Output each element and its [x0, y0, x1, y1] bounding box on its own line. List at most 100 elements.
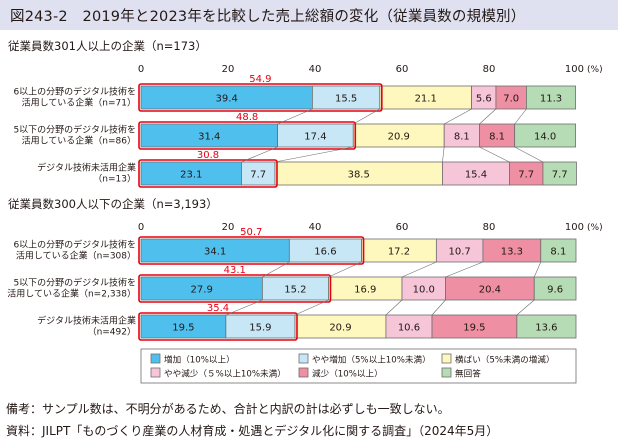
row-label-line2: 活用している企業（n=2,338） — [7, 288, 136, 300]
note-remark: 備考：サンプル数は、不明分があるため、合計と内訳の計は必ずしも一致しない。 — [6, 402, 450, 416]
panel-heading: 従業員数300人以下の企業（n=3,193） — [8, 197, 218, 211]
connector-line — [241, 146, 278, 163]
legend-label: 無回答 — [455, 368, 481, 380]
figure-title: 図243-2 2019年と2023年を比較した売上総額の変化（従業員数の規模別） — [10, 8, 526, 25]
bar-value-label: 27.9 — [191, 284, 213, 295]
increase-total-label: 50.7 — [240, 227, 262, 238]
bar-value-label: 19.5 — [172, 322, 194, 333]
bar-value-label: 38.5 — [348, 169, 370, 180]
bar-value-label: 13.3 — [501, 246, 523, 257]
x-tick-label: 20 — [222, 222, 235, 233]
connector-line — [442, 146, 445, 163]
bar-value-label: 7.7 — [552, 169, 568, 180]
increase-total-label: 48.8 — [236, 112, 258, 123]
bar-value-label: 7.7 — [250, 169, 266, 180]
connector-line — [431, 299, 446, 316]
x-tick-label: 80 — [483, 222, 496, 233]
connector-line — [401, 261, 437, 278]
figure-title-bar: 図243-2 2019年と2023年を比較した売上総額の変化（従業員数の規模別） — [0, 0, 618, 30]
connector-line — [479, 146, 510, 163]
row-label-line1: 5以下の分野のデジタル技術を — [13, 277, 136, 289]
bar-value-label: 9.6 — [547, 284, 563, 295]
bar-value-label: 10.0 — [413, 284, 435, 295]
bar-value-label: 14.0 — [534, 131, 556, 142]
increase-total-label: 35.4 — [207, 303, 229, 314]
bar-value-label: 8.1 — [454, 131, 470, 142]
connector-line — [328, 261, 362, 278]
connector-line — [277, 108, 313, 125]
bar-value-label: 20.9 — [329, 322, 351, 333]
bar-value-label: 20.9 — [388, 131, 410, 142]
increase-highlight-box — [138, 274, 332, 303]
row-label-line2: 活用している企業（n=71） — [22, 97, 136, 109]
x-tick-label: 0 — [138, 222, 144, 233]
legend-swatch — [298, 367, 309, 378]
bar-value-label: 15.9 — [249, 322, 271, 333]
bar-segment — [514, 123, 576, 148]
bar-value-label: 13.6 — [535, 322, 557, 333]
legend-swatch — [441, 353, 452, 364]
bar-value-label: 8.1 — [489, 131, 505, 142]
connector-line — [479, 108, 497, 125]
increase-highlight-box — [138, 159, 278, 188]
bar-value-label: 5.6 — [476, 93, 492, 104]
bar-value-label: 10.7 — [449, 246, 471, 257]
panel-heading: 従業員数301人以上の企業（n=173） — [8, 39, 207, 53]
bar-segment — [542, 161, 577, 186]
legend-box — [140, 348, 577, 384]
row-label-line2: （n=492） — [88, 327, 136, 338]
bar-value-label: 10.6 — [398, 322, 420, 333]
x-unit-label: (%) — [587, 223, 603, 233]
increase-total-label: 43.1 — [224, 265, 246, 276]
connector-line — [385, 299, 403, 316]
row-label-line1: 5以下の分野のデジタル技術を — [13, 124, 136, 136]
increase-total-label: 54.9 — [249, 74, 271, 85]
bar-value-label: 34.1 — [204, 246, 226, 257]
bar-segment — [540, 238, 577, 263]
bar-value-label: 17.2 — [388, 246, 410, 257]
row-label-line1: 6以上の分野のデジタル技術を — [13, 239, 136, 251]
bar-value-label: 39.4 — [216, 93, 238, 104]
bar-value-label: 15.2 — [284, 284, 306, 295]
bar-value-label: 21.1 — [415, 93, 437, 104]
bar-value-label: 19.5 — [463, 322, 485, 333]
x-tick-label: 60 — [396, 222, 409, 233]
connector-line — [294, 299, 329, 316]
row-label-line1: デジタル技術未活用企業 — [37, 162, 136, 174]
bar-segment — [526, 85, 576, 110]
bar-value-label: 15.4 — [465, 169, 487, 180]
x-tick-label: 40 — [309, 64, 322, 75]
bar-value-label: 7.0 — [503, 93, 519, 104]
bar-value-label: 11.3 — [540, 93, 562, 104]
x-tick-label: 100 — [565, 64, 584, 75]
increase-highlight-box — [138, 121, 357, 150]
legend-swatch — [150, 353, 161, 364]
x-tick-label: 0 — [138, 64, 144, 75]
legend-label: やや減少（５%以上10%未満） — [164, 368, 286, 380]
row-label-line2: 活用している企業（n=86） — [22, 135, 136, 147]
legend-label: やや増加（5%以上10%未満） — [312, 354, 431, 366]
legend-label: 減少（10%以上） — [312, 368, 383, 380]
connector-line — [225, 299, 263, 316]
bar-value-label: 20.4 — [479, 284, 501, 295]
connector-line — [516, 299, 535, 316]
increase-highlight-box — [138, 236, 365, 265]
bar-value-label: 15.5 — [335, 93, 357, 104]
legend-swatch — [150, 367, 161, 378]
bar-value-label: 16.9 — [354, 284, 376, 295]
x-tick-label: 40 — [309, 222, 322, 233]
connector-line — [445, 261, 484, 278]
stacked-bar-chart: 従業員数301人以上の企業（n=173）0 20 40 60 80 100 (%)6以上の分… — [7, 39, 603, 384]
bar-value-label: 16.6 — [314, 246, 336, 257]
row-label-line1: 6以上の分野のデジタル技術を — [13, 86, 136, 98]
legend-swatch — [441, 367, 452, 378]
connector-line — [444, 108, 472, 125]
bar-segment — [533, 276, 577, 301]
bar-value-label: 31.4 — [198, 131, 220, 142]
note-source: 資料：JILPT「ものづくり産業の人材育成・処遇とデジタル化に関する調査」（20… — [6, 424, 499, 438]
x-unit-label: (%) — [587, 65, 603, 75]
bar-value-label: 17.4 — [304, 131, 326, 142]
connector-line — [514, 108, 527, 125]
connector-line — [353, 108, 380, 125]
legend-label: 横ばい（5%未満の増減） — [455, 354, 555, 366]
